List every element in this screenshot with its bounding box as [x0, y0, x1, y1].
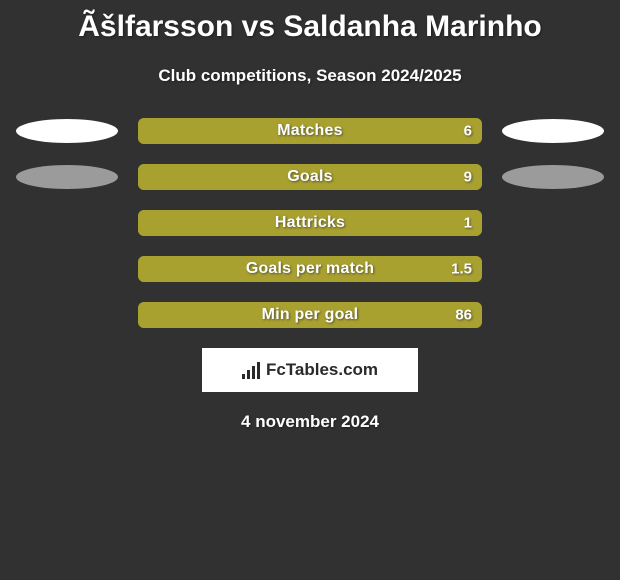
right-ellipse-spacer: [502, 303, 604, 327]
stat-row: Matches6: [0, 118, 620, 144]
stat-value: 6: [464, 123, 472, 140]
stats-container: Matches6Goals9Hattricks1Goals per match1…: [0, 118, 620, 328]
stat-bar: Min per goal86: [138, 302, 482, 328]
right-ellipse: [502, 119, 604, 143]
stat-label: Matches: [138, 122, 482, 140]
left-ellipse: [16, 119, 118, 143]
stat-value: 9: [464, 169, 472, 186]
stat-value: 86: [455, 307, 472, 324]
right-ellipse: [502, 165, 604, 189]
left-ellipse-spacer: [16, 211, 118, 235]
stat-label: Min per goal: [138, 306, 482, 324]
date-text: 4 november 2024: [0, 412, 620, 432]
left-ellipse: [16, 165, 118, 189]
stat-value: 1.5: [451, 261, 472, 278]
logo-bars-icon: [242, 361, 260, 379]
subtitle: Club competitions, Season 2024/2025: [0, 66, 620, 86]
stat-label: Goals: [138, 168, 482, 186]
stat-row: Min per goal86: [0, 302, 620, 328]
stat-bar: Goals9: [138, 164, 482, 190]
stat-label: Hattricks: [138, 214, 482, 232]
stat-label: Goals per match: [138, 260, 482, 278]
stat-row: Goals per match1.5: [0, 256, 620, 282]
stat-row: Goals9: [0, 164, 620, 190]
logo-text: FcTables.com: [266, 360, 378, 380]
stat-bar: Matches6: [138, 118, 482, 144]
fctables-logo: FcTables.com: [202, 348, 418, 392]
left-ellipse-spacer: [16, 303, 118, 327]
stat-value: 1: [464, 215, 472, 232]
stat-row: Hattricks1: [0, 210, 620, 236]
stat-bar: Hattricks1: [138, 210, 482, 236]
page-title: Ãšlfarsson vs Saldanha Marinho: [0, 0, 620, 44]
right-ellipse-spacer: [502, 211, 604, 235]
stat-bar: Goals per match1.5: [138, 256, 482, 282]
right-ellipse-spacer: [502, 257, 604, 281]
left-ellipse-spacer: [16, 257, 118, 281]
